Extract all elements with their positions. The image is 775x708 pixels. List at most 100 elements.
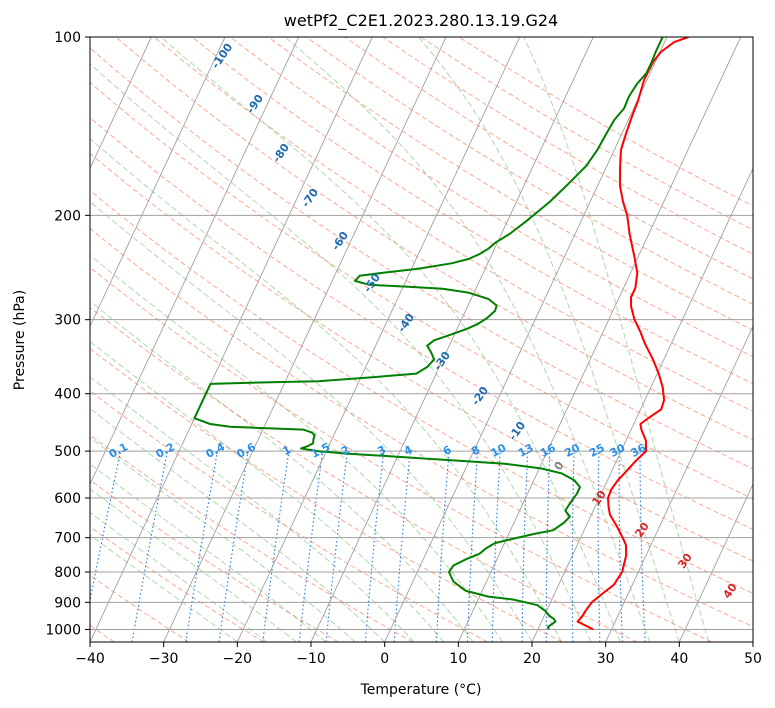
mixing-ratio-label: 10	[489, 441, 509, 460]
dry-adiabat-line	[90, 390, 488, 642]
mixing-ratio-label: 1	[280, 443, 293, 458]
moist-adiabat-line	[90, 340, 444, 642]
x-tick-label: 40	[670, 651, 688, 667]
isotherm-line	[236, 37, 521, 642]
y-tick-label: 900	[54, 595, 81, 611]
dry-adiabat-line	[115, 37, 753, 441]
dry-adiabat-line	[90, 47, 753, 470]
temperature-profile-line	[576, 37, 689, 631]
mixing-ratio-line	[597, 451, 601, 642]
plot-area: 0.1 0.2 0.4 0.6 1 1.5 2 3 4 6 8 10 13 16 20 25 30 36-100-…	[0, 37, 753, 642]
isotherm-line	[384, 37, 668, 642]
moist-adiabat-line	[90, 201, 533, 642]
y-tick-label: 1000	[45, 622, 81, 638]
y-tick-label: 800	[54, 565, 81, 581]
dry-adiabat-label: 10	[589, 488, 609, 508]
x-tick-label: 0	[380, 651, 389, 667]
mixing-ratio-lines	[90, 450, 646, 642]
mixing-ratio-line	[218, 451, 249, 642]
dry-adiabat-label: -60	[329, 229, 351, 253]
mixing-ratio-line	[131, 450, 169, 642]
x-tick-label: 10	[449, 651, 467, 667]
dry-adiabat-line	[90, 152, 753, 562]
mixing-ratio-line	[364, 451, 385, 642]
moist-adiabats	[90, 37, 710, 642]
mixing-ratio-line	[262, 451, 290, 642]
mixing-ratio-line	[298, 451, 324, 642]
mixing-ratio-line	[435, 451, 450, 642]
x-tick-label: 20	[523, 651, 541, 667]
mixing-ratio-label: 25	[587, 441, 607, 460]
mixing-ratio-label: 16	[538, 441, 558, 460]
dry-adiabat-line	[90, 266, 712, 642]
dry-adiabat-line	[90, 434, 414, 642]
x-tick-label: −30	[149, 651, 179, 667]
dry-adiabat-line	[344, 37, 753, 280]
isotherm-line	[752, 640, 753, 642]
mixing-ratio-line	[466, 451, 479, 642]
y-tick-label: 700	[54, 531, 81, 547]
y-tick-label: 100	[54, 30, 81, 46]
dry-adiabat-line	[90, 348, 563, 642]
moist-adiabat-line	[284, 37, 651, 642]
x-tick-label: 30	[597, 651, 615, 667]
y-tick-label: 600	[54, 491, 81, 507]
isotherm-line	[678, 483, 753, 642]
mixing-ratio-label: 0.1	[107, 440, 130, 461]
moist-adiabat-line	[90, 511, 268, 642]
moist-adiabat-line	[417, 37, 680, 642]
isotherm-line	[90, 37, 226, 328]
dry-adiabat-label: -20	[469, 384, 491, 408]
mixing-ratio-label: 6	[441, 443, 454, 458]
mixing-ratio-label: 0.2	[154, 440, 177, 461]
x-tick-label: −40	[75, 651, 105, 667]
dry-adiabat-line	[90, 574, 190, 642]
y-tick-label: 400	[54, 387, 81, 403]
dry-adiabat-line	[90, 189, 753, 594]
x-axis-title: Temperature (°C)	[360, 682, 482, 698]
dry-adiabat-label: -100	[209, 41, 236, 71]
moist-adiabat-line	[90, 63, 592, 642]
dry-adiabat-label: -40	[395, 311, 417, 335]
isotherm-line	[90, 37, 152, 170]
moist-adiabat-line	[90, 534, 238, 642]
mixing-ratio-label: 13	[516, 441, 536, 460]
x-tick-label: −20	[223, 651, 253, 667]
dewpoint-profile-line	[193, 37, 664, 630]
dry-adiabat-label: -10	[506, 419, 528, 443]
dry-adiabat-line	[306, 37, 753, 305]
x-tick-label: −10	[296, 651, 326, 667]
x-axis: −40 −30 −20 −10 0 10 20 30 40 50	[75, 642, 762, 667]
mixing-ratio-label: 20	[562, 441, 582, 460]
mixing-ratio-label: 36	[629, 441, 649, 460]
profile-series	[193, 37, 689, 631]
dry-adiabat-label: -70	[299, 186, 321, 210]
y-tick-label: 300	[54, 313, 81, 329]
moist-adiabat-line	[90, 254, 503, 642]
isotherm-line	[531, 167, 753, 642]
y-axis: 1000 900 800 700 600 500 400 300 200 100	[45, 30, 90, 638]
dry-adiabat-line	[90, 306, 638, 642]
mixing-ratio-label: 0.6	[235, 440, 259, 461]
moist-adiabat-line	[90, 407, 386, 642]
dry-adiabats	[90, 37, 753, 642]
plot-frame	[89, 36, 754, 643]
dry-adiabat-line	[268, 37, 753, 331]
y-tick-label: 200	[54, 208, 81, 224]
dry-adiabat-line	[90, 526, 264, 642]
isotherm-line	[90, 37, 300, 486]
dry-adiabat-line	[90, 116, 753, 531]
reference-line-labels: 0.1 0.2 0.4 0.6 1 1.5 2 3 4 6 8 10 13 16 20 25 30 36-100-…	[107, 41, 740, 601]
dry-adiabat-label: 30	[675, 551, 695, 571]
isotherms	[0, 37, 753, 642]
mixing-ratio-line	[185, 451, 219, 642]
mixing-ratio-line	[639, 451, 646, 642]
mixing-ratio-line	[325, 451, 348, 642]
x-tick-label: 50	[744, 651, 762, 667]
dry-adiabat-line	[90, 227, 753, 628]
moist-adiabat-line	[90, 463, 327, 642]
mixing-ratio-line	[90, 450, 122, 604]
moist-adiabat-line	[160, 37, 621, 642]
isotherm-line	[0, 37, 4, 642]
